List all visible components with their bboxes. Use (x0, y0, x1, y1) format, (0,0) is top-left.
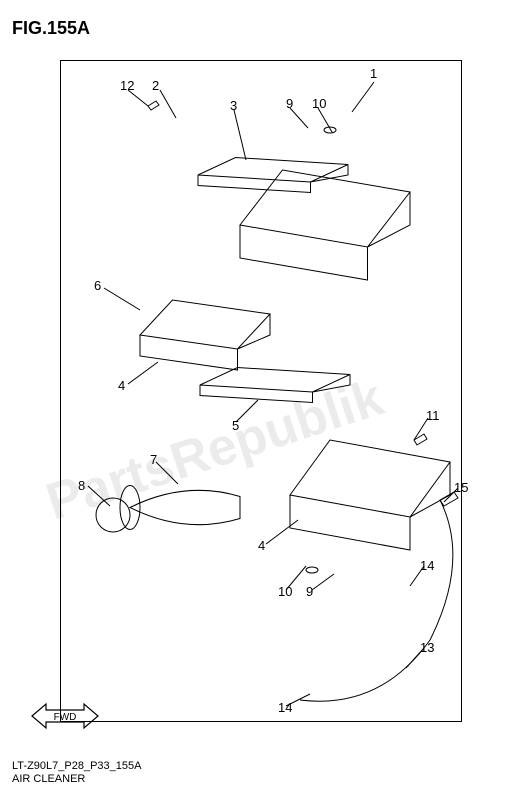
callout-number: 4 (258, 538, 265, 553)
callout-number: 3 (230, 98, 237, 113)
callout-number: 14 (420, 558, 434, 573)
callout-number: 10 (312, 96, 326, 111)
callout-number: 8 (78, 478, 85, 493)
callout-number: 14 (278, 700, 292, 715)
callout-number: 9 (306, 584, 313, 599)
callout-number: 15 (454, 480, 468, 495)
callout-number: 9 (286, 96, 293, 111)
callout-number: 5 (232, 418, 239, 433)
callout-number: 11 (426, 408, 440, 423)
fwd-indicator: FWD (30, 700, 100, 737)
callout-number: 2 (152, 78, 159, 93)
footer-model: LT-Z90L7_P28_P33_155A (12, 760, 141, 773)
callout-number: 7 (150, 452, 157, 467)
figure-title: FIG.155A (12, 18, 90, 39)
callout-number: 1 (370, 66, 377, 81)
callout-number: 13 (420, 640, 434, 655)
footer-name: AIR CLEANER (12, 773, 141, 786)
fwd-label: FWD (54, 712, 77, 723)
callout-number: 6 (94, 278, 101, 293)
callout-number: 4 (118, 378, 125, 393)
callout-number: 12 (120, 78, 134, 93)
callout-number: 10 (278, 584, 292, 599)
figure-footer: LT-Z90L7_P28_P33_155A AIR CLEANER (12, 760, 141, 786)
